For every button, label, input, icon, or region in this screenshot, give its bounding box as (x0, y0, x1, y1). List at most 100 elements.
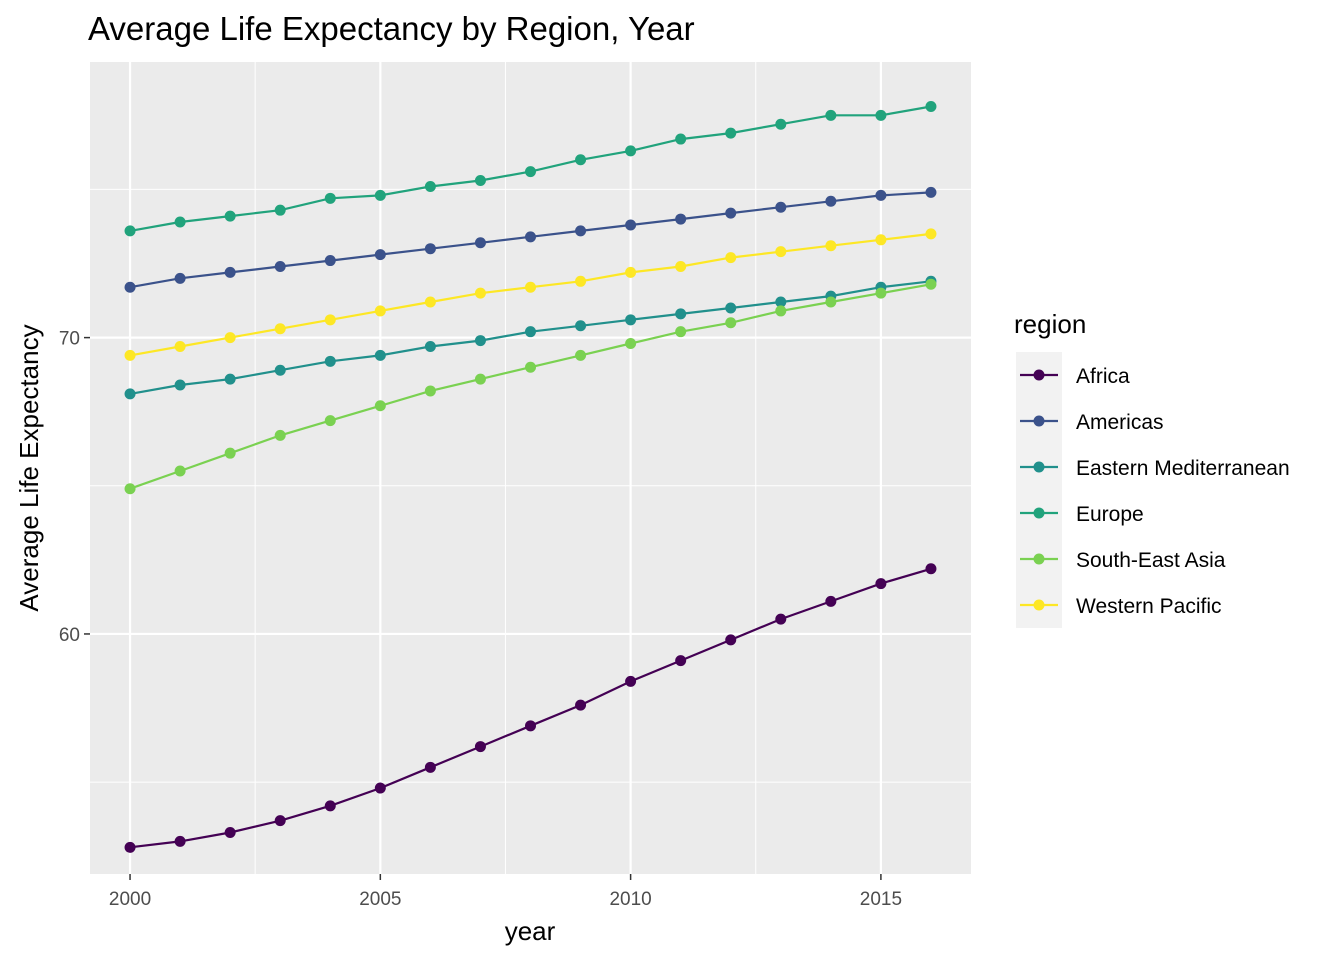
data-point-africa (224, 827, 236, 839)
data-point-eastern-mediterranean (575, 320, 587, 332)
data-point-americas (174, 272, 186, 284)
data-point-europe (224, 210, 236, 222)
data-point-europe (775, 118, 787, 130)
data-point-europe (474, 175, 486, 187)
data-point-europe (575, 154, 587, 166)
data-point-europe (675, 133, 687, 145)
series-americas (124, 186, 937, 293)
data-point-africa (825, 595, 837, 607)
data-point-europe (825, 109, 837, 121)
data-point-europe (174, 216, 186, 228)
data-point-europe (324, 192, 336, 204)
data-point-western-pacific (875, 234, 887, 246)
data-point-europe (725, 127, 737, 139)
data-point-south-east-asia (875, 287, 887, 299)
data-point-africa (725, 634, 737, 646)
data-point-western-pacific (775, 246, 787, 258)
data-point-eastern-mediterranean (474, 335, 486, 347)
legend-key-point (1033, 415, 1045, 427)
data-point-europe (625, 145, 637, 157)
y-tick-label: 70 (59, 329, 80, 350)
data-point-western-pacific (675, 260, 687, 272)
data-point-western-pacific (725, 252, 737, 264)
data-point-south-east-asia (374, 400, 386, 412)
data-point-americas (224, 266, 236, 278)
x-tick-label: 2015 (860, 889, 902, 910)
data-point-eastern-mediterranean (424, 340, 436, 352)
data-point-south-east-asia (825, 296, 837, 308)
data-point-americas (625, 219, 637, 231)
data-point-eastern-mediterranean (174, 379, 186, 391)
data-point-eastern-mediterranean (274, 364, 286, 376)
data-point-africa (875, 578, 887, 590)
data-point-south-east-asia (124, 483, 136, 495)
data-point-western-pacific (324, 314, 336, 326)
data-point-americas (424, 243, 436, 255)
legend-label: Western Pacific (1076, 595, 1222, 618)
legend-item-americas: Americas (1020, 411, 1164, 434)
data-point-africa (474, 741, 486, 753)
data-point-western-pacific (625, 266, 637, 278)
legend-key-point (1033, 553, 1045, 565)
series-europe (124, 100, 937, 237)
data-point-americas (274, 260, 286, 272)
data-point-eastern-mediterranean (374, 349, 386, 361)
series-africa (124, 563, 937, 853)
plot-panel (90, 62, 971, 874)
legend-item-eastern-mediterranean: Eastern Mediterranean (1020, 457, 1290, 480)
data-point-africa (525, 720, 536, 732)
data-point-africa (324, 800, 336, 812)
data-point-americas (725, 207, 737, 219)
data-point-africa (625, 675, 637, 687)
data-point-europe (424, 180, 436, 192)
data-point-americas (675, 213, 687, 225)
legend-key-point (1033, 599, 1045, 611)
grid-lines (90, 62, 971, 874)
legend-label: Americas (1076, 411, 1164, 434)
data-point-south-east-asia (775, 305, 787, 317)
data-point-europe (875, 109, 887, 121)
data-point-eastern-mediterranean (525, 326, 536, 338)
data-point-western-pacific (424, 296, 436, 308)
data-point-americas (775, 201, 787, 213)
data-point-south-east-asia (725, 317, 737, 329)
data-point-americas (324, 255, 336, 267)
x-tick-label: 2010 (609, 889, 651, 910)
data-point-eastern-mediterranean (775, 296, 787, 308)
data-point-americas (575, 225, 587, 237)
data-point-americas (825, 195, 837, 207)
x-tick-label: 2000 (109, 889, 151, 910)
data-point-africa (124, 841, 136, 853)
data-point-africa (675, 655, 687, 667)
legend-item-europe: Europe (1020, 503, 1144, 526)
data-point-africa (575, 699, 587, 711)
data-point-south-east-asia (224, 447, 236, 459)
data-point-western-pacific (224, 332, 236, 344)
series-eastern-mediterranean (124, 275, 937, 400)
legend-key-point (1033, 507, 1045, 519)
legend-item-western-pacific: Western Pacific (1020, 595, 1222, 618)
data-point-eastern-mediterranean (224, 373, 236, 385)
data-point-europe (925, 100, 937, 112)
data-point-western-pacific (174, 340, 186, 352)
data-point-europe (274, 204, 286, 216)
data-point-western-pacific (274, 323, 286, 335)
data-point-western-pacific (374, 305, 386, 317)
data-point-eastern-mediterranean (625, 314, 637, 326)
data-point-south-east-asia (925, 278, 937, 290)
data-point-south-east-asia (675, 326, 687, 338)
data-point-western-pacific (825, 240, 837, 252)
data-point-africa (374, 782, 386, 794)
series-layer (124, 100, 937, 853)
data-point-western-pacific (525, 281, 536, 293)
data-point-africa (424, 761, 436, 773)
data-point-western-pacific (575, 275, 587, 287)
data-point-eastern-mediterranean (725, 302, 737, 314)
data-point-western-pacific (925, 228, 937, 240)
legend-label: Europe (1076, 503, 1144, 526)
data-point-western-pacific (124, 349, 136, 361)
data-point-south-east-asia (324, 415, 336, 427)
y-axis-title: Average Life Expectancy (14, 324, 44, 611)
data-point-south-east-asia (274, 429, 286, 441)
